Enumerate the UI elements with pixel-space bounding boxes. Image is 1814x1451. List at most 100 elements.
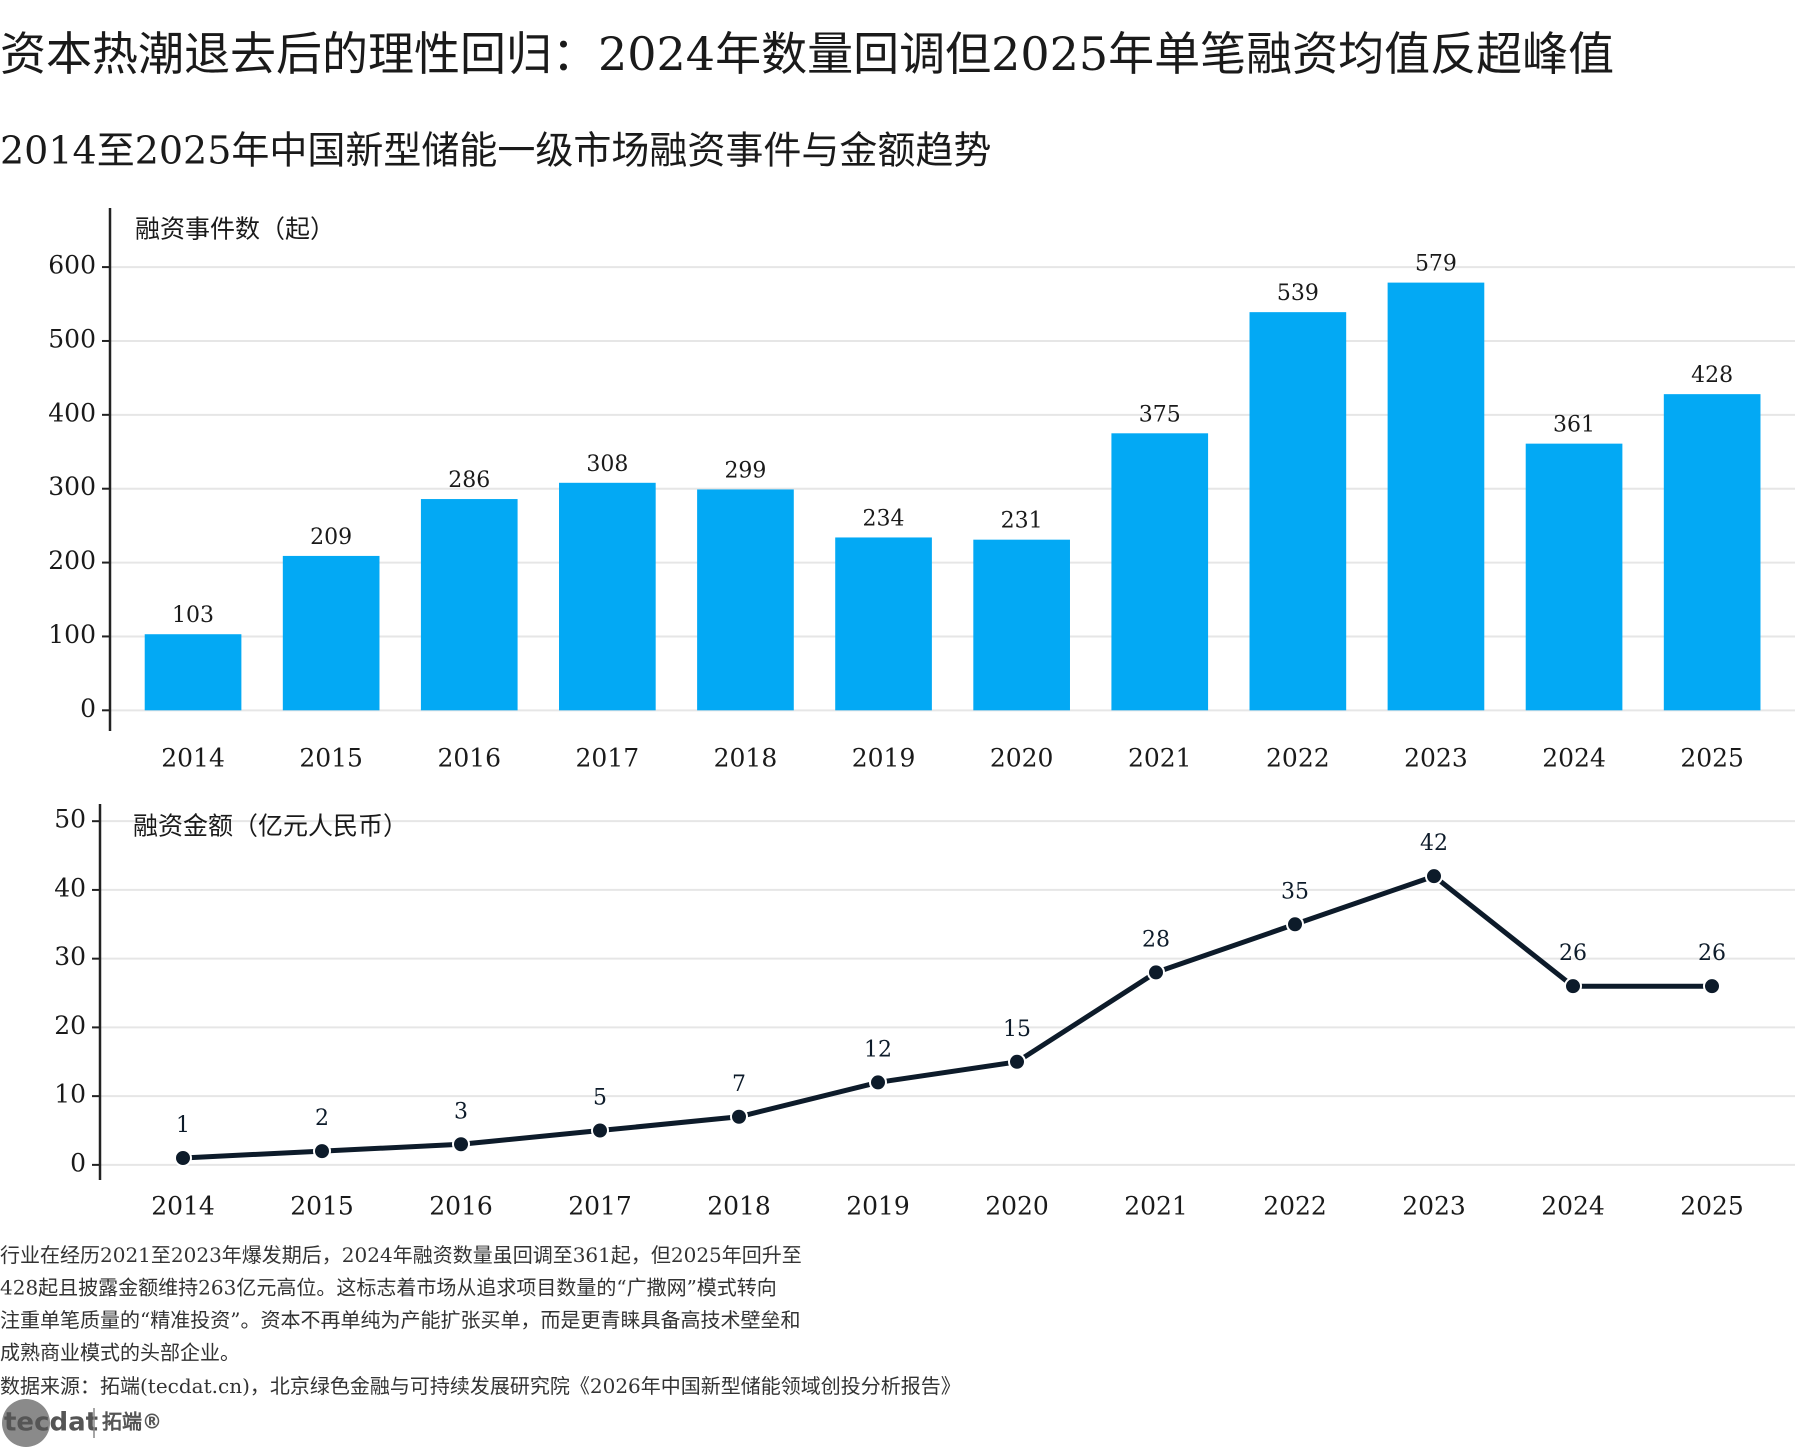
point	[1564, 977, 1582, 996]
bar	[420, 499, 518, 711]
value-label: 286	[448, 468, 490, 493]
y-tick-label: 0	[80, 694, 96, 723]
logo-mark: tecdat	[4, 1408, 98, 1438]
point	[1147, 963, 1165, 982]
bar	[835, 537, 932, 711]
x-tick-label: 2024	[1541, 1192, 1605, 1221]
note-line: 行业在经历2021至2023年爆发期后，2024年融资数量虽回调至361起，但2…	[0, 1243, 802, 1267]
x-tick-label: 2015	[290, 1192, 354, 1221]
x-tick-label: 2021	[1124, 1192, 1188, 1221]
x-tick-label: 2018	[714, 744, 778, 773]
value-label: 231	[1001, 509, 1043, 534]
y-tick-label: 200	[48, 546, 96, 575]
x-tick-label: 2023	[1402, 1192, 1466, 1221]
point	[730, 1107, 748, 1126]
x-tick-label: 2020	[985, 1192, 1049, 1221]
bar	[144, 634, 242, 711]
bar	[973, 539, 1070, 711]
x-tick-label: 2023	[1404, 744, 1468, 773]
value-label: 375	[1139, 402, 1181, 427]
y-tick-label: 100	[48, 620, 96, 649]
y-tick-label: 400	[48, 398, 96, 427]
x-tick-label: 2015	[299, 744, 363, 773]
x-tick-label: 2017	[568, 1192, 632, 1221]
bar	[282, 555, 380, 711]
bar	[1663, 394, 1761, 711]
x-tick-label: 2016	[429, 1192, 493, 1221]
x-tick-label: 2014	[161, 744, 225, 773]
value-label: 3	[454, 1099, 468, 1124]
value-label: 361	[1553, 413, 1595, 438]
value-label: 103	[172, 603, 214, 628]
value-label: 5	[593, 1086, 607, 1111]
x-tick-label: 2025	[1680, 744, 1744, 773]
value-label: 2	[315, 1106, 329, 1131]
chart-title: 资本热潮退去后的理性回归：2024年数量回调但2025年单笔融资均值反超峰值	[0, 27, 1614, 81]
y-axis-label: 融资事件数（起）	[135, 215, 335, 244]
point	[1286, 915, 1304, 934]
point	[1008, 1052, 1026, 1071]
value-label: 579	[1415, 252, 1457, 277]
x-tick-label: 2019	[852, 744, 916, 773]
bar	[1249, 312, 1347, 711]
point	[174, 1149, 192, 1168]
logo-icon	[2, 1399, 50, 1447]
x-tick-label: 2025	[1680, 1192, 1744, 1221]
x-tick-label: 2020	[990, 744, 1054, 773]
bar	[1387, 282, 1485, 711]
value-label: 234	[863, 506, 905, 531]
value-label: 15	[1003, 1017, 1031, 1042]
source: 数据来源：拓端(tecdat.cn)，北京绿色金融与可持续发展研究院《2026年…	[0, 1374, 961, 1398]
x-tick-label: 2022	[1266, 744, 1330, 773]
y-tick-label: 0	[70, 1148, 86, 1177]
value-label: 35	[1281, 879, 1309, 904]
y-tick-label: 30	[54, 942, 86, 971]
line	[182, 873, 1712, 1161]
value-label: 1	[176, 1113, 190, 1138]
point	[1425, 867, 1443, 886]
point	[452, 1135, 470, 1154]
y-tick-label: 600	[48, 251, 96, 280]
bar	[1525, 443, 1623, 711]
x-tick-label: 2022	[1263, 1192, 1327, 1221]
x-tick-label: 2021	[1128, 744, 1192, 773]
y-tick-label: 40	[54, 873, 86, 902]
logo-text: 拓端®	[102, 1410, 162, 1434]
value-label: 308	[586, 452, 628, 477]
y-tick-label: 500	[48, 324, 96, 353]
point	[591, 1121, 609, 1140]
note-line: 成熟商业模式的头部企业。	[0, 1341, 240, 1365]
x-tick-label: 2024	[1542, 744, 1606, 773]
value-label: 539	[1277, 281, 1319, 306]
y-axis-label: 融资金额（亿元人民币）	[133, 812, 408, 841]
value-label: 12	[864, 1037, 892, 1062]
value-label: 428	[1691, 363, 1733, 388]
x-tick-label: 2019	[846, 1192, 910, 1221]
y-tick-label: 10	[54, 1080, 86, 1109]
value-label: 26	[1698, 941, 1726, 966]
note-line: 注重单笔质量的“精准投资”。资本不再单纯为产能扩张买单，而是更青睐具备高技术壁垒…	[0, 1308, 800, 1332]
value-label: 209	[310, 525, 352, 550]
chart-subtitle: 2014至2025年中国新型储能一级市场融资事件与金额趋势	[0, 129, 991, 173]
point	[869, 1073, 887, 1092]
point	[313, 1142, 331, 1161]
point	[1703, 977, 1721, 996]
bar	[559, 482, 656, 711]
value-label: 299	[724, 458, 766, 483]
x-tick-label: 2014	[151, 1192, 215, 1221]
note-line: 428起且披露金额维持263亿元高位。这标志着市场从追求项目数量的“广撒网”模式…	[0, 1276, 777, 1300]
y-tick-label: 50	[54, 805, 86, 834]
y-tick-label: 300	[48, 472, 96, 501]
x-tick-label: 2018	[707, 1192, 771, 1221]
bar	[697, 489, 794, 711]
y-tick-label: 20	[54, 1011, 86, 1040]
value-label: 42	[1420, 831, 1448, 856]
value-label: 28	[1142, 927, 1170, 952]
value-label: 26	[1559, 941, 1587, 966]
x-tick-label: 2017	[576, 744, 640, 773]
value-label: 7	[732, 1072, 746, 1097]
x-tick-label: 2016	[437, 744, 501, 773]
bar	[1111, 433, 1209, 711]
